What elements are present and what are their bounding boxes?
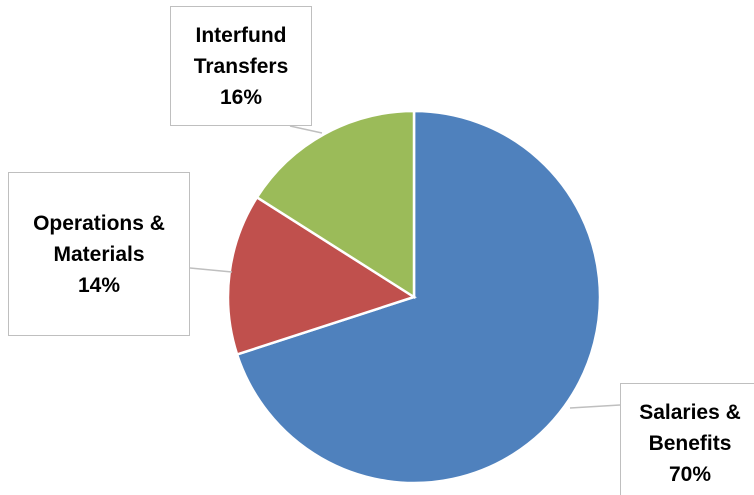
- leader-line: [569, 404, 621, 409]
- category-label: Salaries & Benefits: [639, 400, 741, 455]
- category-label: Interfund Transfers: [193, 23, 289, 78]
- value-label: 70%: [668, 462, 712, 486]
- pie-slice: [226, 195, 417, 357]
- leader-line: [289, 125, 323, 134]
- data-label: Operations & Materials 14%: [8, 172, 190, 336]
- pie-slice: [235, 109, 602, 485]
- data-label: Interfund Transfers 16%: [170, 6, 312, 126]
- value-label: 16%: [219, 85, 263, 109]
- data-label: Salaries & Benefits 70%: [620, 383, 754, 495]
- leader-line: [189, 267, 233, 273]
- value-label: 14%: [77, 273, 121, 297]
- category-label: Operations & Materials: [33, 211, 165, 266]
- pie-slice: [255, 109, 416, 300]
